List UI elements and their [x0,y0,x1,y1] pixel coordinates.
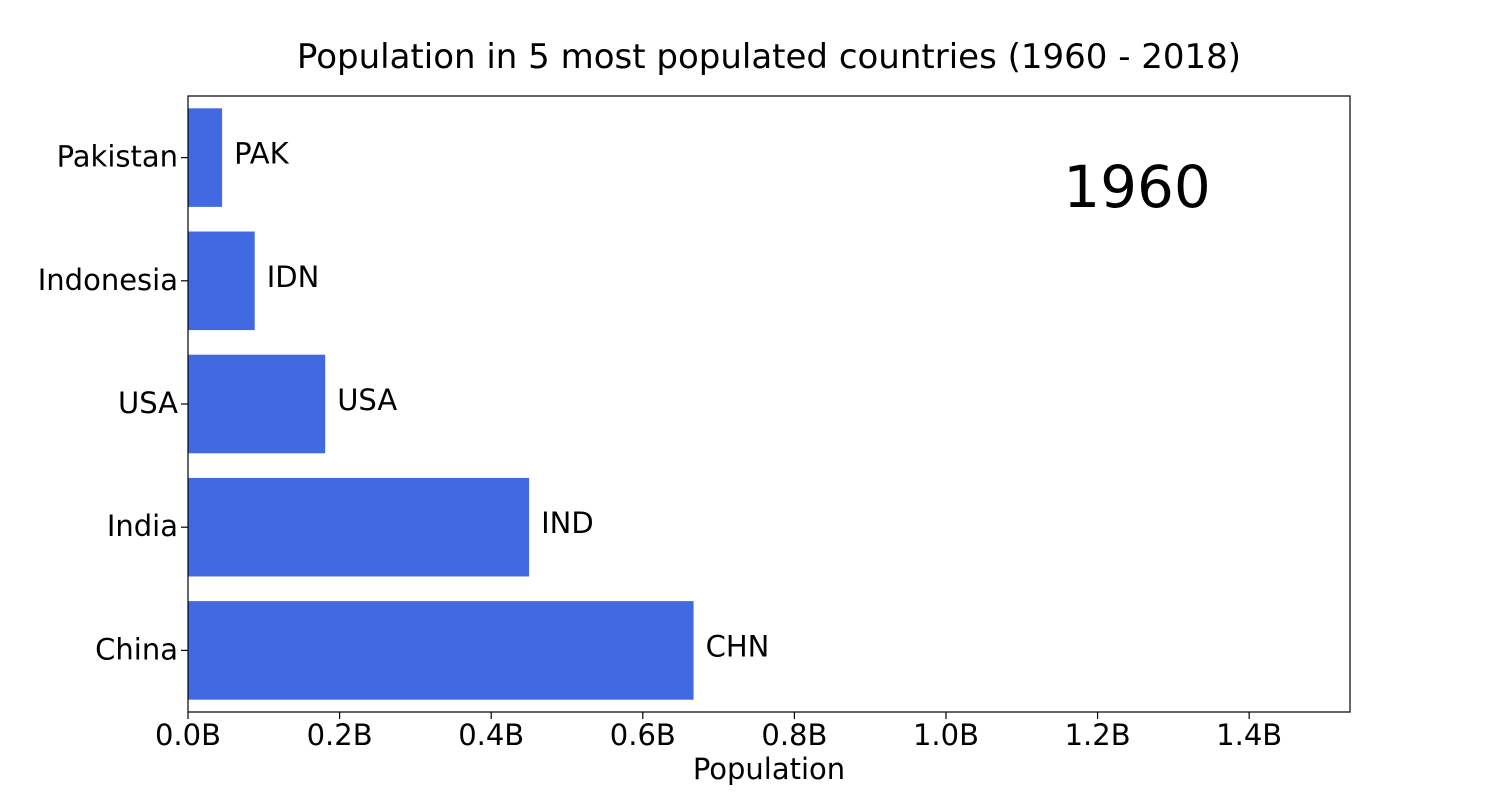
bar-india [188,477,530,577]
y-tick-label-usa: USA [118,386,178,420]
bar-code-label: IDN [267,260,320,294]
x-tick-label: 1.2B [1065,718,1131,752]
bar-china [188,601,694,700]
x-tick-label: 0.2B [307,718,373,752]
x-axis: 0.0B 0.2B 0.4B 0.6B 0.8B 1.0B 1.2B 1.4B [155,712,1282,752]
chart-title: Population in 5 most populated countries… [297,37,1241,77]
x-tick-label: 0.0B [155,718,221,752]
bar-code-label: IND [541,506,594,540]
y-tick-label-india: India [107,509,178,543]
x-tick-label: 1.0B [913,718,979,752]
y-tick-label-indonesia: Indonesia [38,263,178,297]
x-tick-label: 1.4B [1216,718,1282,752]
bar-code-label: USA [337,383,397,417]
y-tick-label-china: China [95,632,178,666]
x-tick-label: 0.8B [761,718,827,752]
y-tick-label-pakistan: Pakistan [57,140,178,174]
bar-indonesia [188,231,255,331]
x-tick-label: 0.4B [458,718,524,752]
x-tick-label: 0.6B [610,718,676,752]
bar-pakistan [188,108,223,207]
bar-labels-group: PAK IDN USA IND CHN [234,137,769,664]
bars-group [188,108,694,700]
bar-usa [188,354,326,454]
bar-code-label: PAK [234,137,289,171]
year-label: 1960 [1063,153,1211,221]
bar-code-label: CHN [706,629,770,663]
x-axis-label: Population [693,752,845,786]
y-axis: Pakistan Indonesia USA India China [38,140,188,666]
